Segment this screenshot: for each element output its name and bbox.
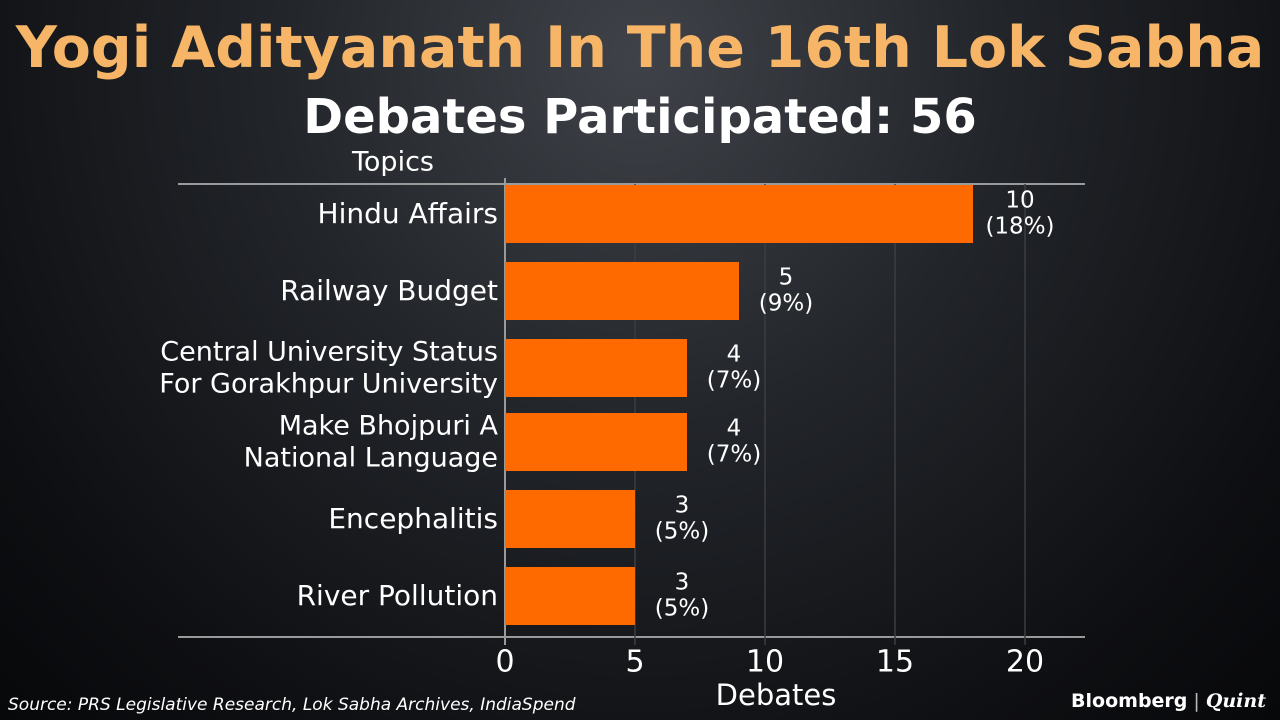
x-tick-label: 0 [495,645,514,680]
x-axis-title: Debates [716,678,837,712]
category-label: Central University Status [160,337,498,368]
source-note: Source: PRS Legislative Research, Lok Sa… [8,695,576,715]
percent-label: (5%) [655,519,709,545]
x-tick-label: 20 [1006,645,1044,680]
value-label: 4 [727,342,742,368]
bar [505,185,973,243]
category-label: National Language [244,443,498,474]
bar [505,490,635,548]
value-label: 5 [779,265,794,291]
value-label: 3 [675,570,690,596]
category-label: Railway Budget [280,274,498,307]
percent-label: (18%) [985,214,1054,240]
x-tick-label: 10 [746,645,784,680]
percent-label: (5%) [655,596,709,622]
category-label: River Pollution [297,579,498,612]
bloomberg-logo: Bloomberg [1071,690,1188,712]
category-label: Encephalitis [328,502,498,535]
bar [505,339,687,397]
brand-logo: Bloomberg | Quint [1071,690,1266,712]
bar [505,413,687,471]
logo-separator: | [1193,690,1200,712]
value-label: 4 [727,416,742,442]
bar [505,262,739,320]
y-axis-title: Topics [351,147,434,178]
category-label: Make Bhojpuri A [279,411,499,442]
x-tick-label: 5 [625,645,644,680]
value-label: 3 [675,493,690,519]
chart-title: Yogi Adityanath In The 16th Lok Sabha [15,15,1265,81]
category-label: For Gorakhpur University [159,369,498,400]
x-tick-label: 15 [876,645,914,680]
bar [505,567,635,625]
value-label: 10 [1005,188,1034,214]
category-label: Hindu Affairs [318,197,498,230]
percent-label: (7%) [707,442,761,468]
percent-label: (9%) [759,291,813,317]
quint-logo: Quint [1205,690,1266,712]
percent-label: (7%) [707,368,761,394]
chart-subtitle: Debates Participated: 56 [303,89,977,145]
